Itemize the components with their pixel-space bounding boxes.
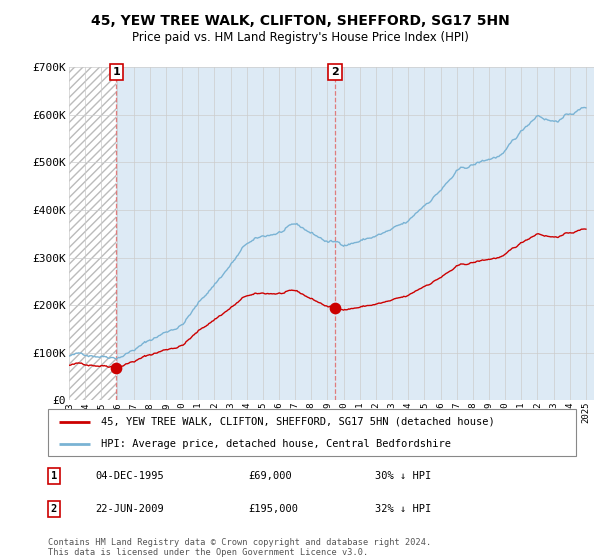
Text: 2: 2 [50, 505, 57, 515]
Point [330, 303, 340, 312]
Point [112, 363, 121, 372]
Text: Contains HM Land Registry data © Crown copyright and database right 2024.
This d: Contains HM Land Registry data © Crown c… [48, 538, 431, 557]
Text: 1: 1 [112, 67, 120, 77]
Text: £69,000: £69,000 [248, 472, 292, 482]
Text: 30% ↓ HPI: 30% ↓ HPI [376, 472, 431, 482]
FancyBboxPatch shape [48, 409, 576, 456]
Text: 2: 2 [331, 67, 339, 77]
Text: 1: 1 [50, 472, 57, 482]
Text: 45, YEW TREE WALK, CLIFTON, SHEFFORD, SG17 5HN: 45, YEW TREE WALK, CLIFTON, SHEFFORD, SG… [91, 14, 509, 28]
Bar [69, 67, 116, 400]
Text: 04-DEC-1995: 04-DEC-1995 [95, 472, 164, 482]
Text: Price paid vs. HM Land Registry's House Price Index (HPI): Price paid vs. HM Land Registry's House … [131, 31, 469, 44]
Text: HPI: Average price, detached house, Central Bedfordshire: HPI: Average price, detached house, Cent… [101, 438, 451, 449]
Text: 22-JUN-2009: 22-JUN-2009 [95, 505, 164, 515]
Text: 32% ↓ HPI: 32% ↓ HPI [376, 505, 431, 515]
Text: 45, YEW TREE WALK, CLIFTON, SHEFFORD, SG17 5HN (detached house): 45, YEW TREE WALK, CLIFTON, SHEFFORD, SG… [101, 417, 494, 427]
Text: £195,000: £195,000 [248, 505, 299, 515]
